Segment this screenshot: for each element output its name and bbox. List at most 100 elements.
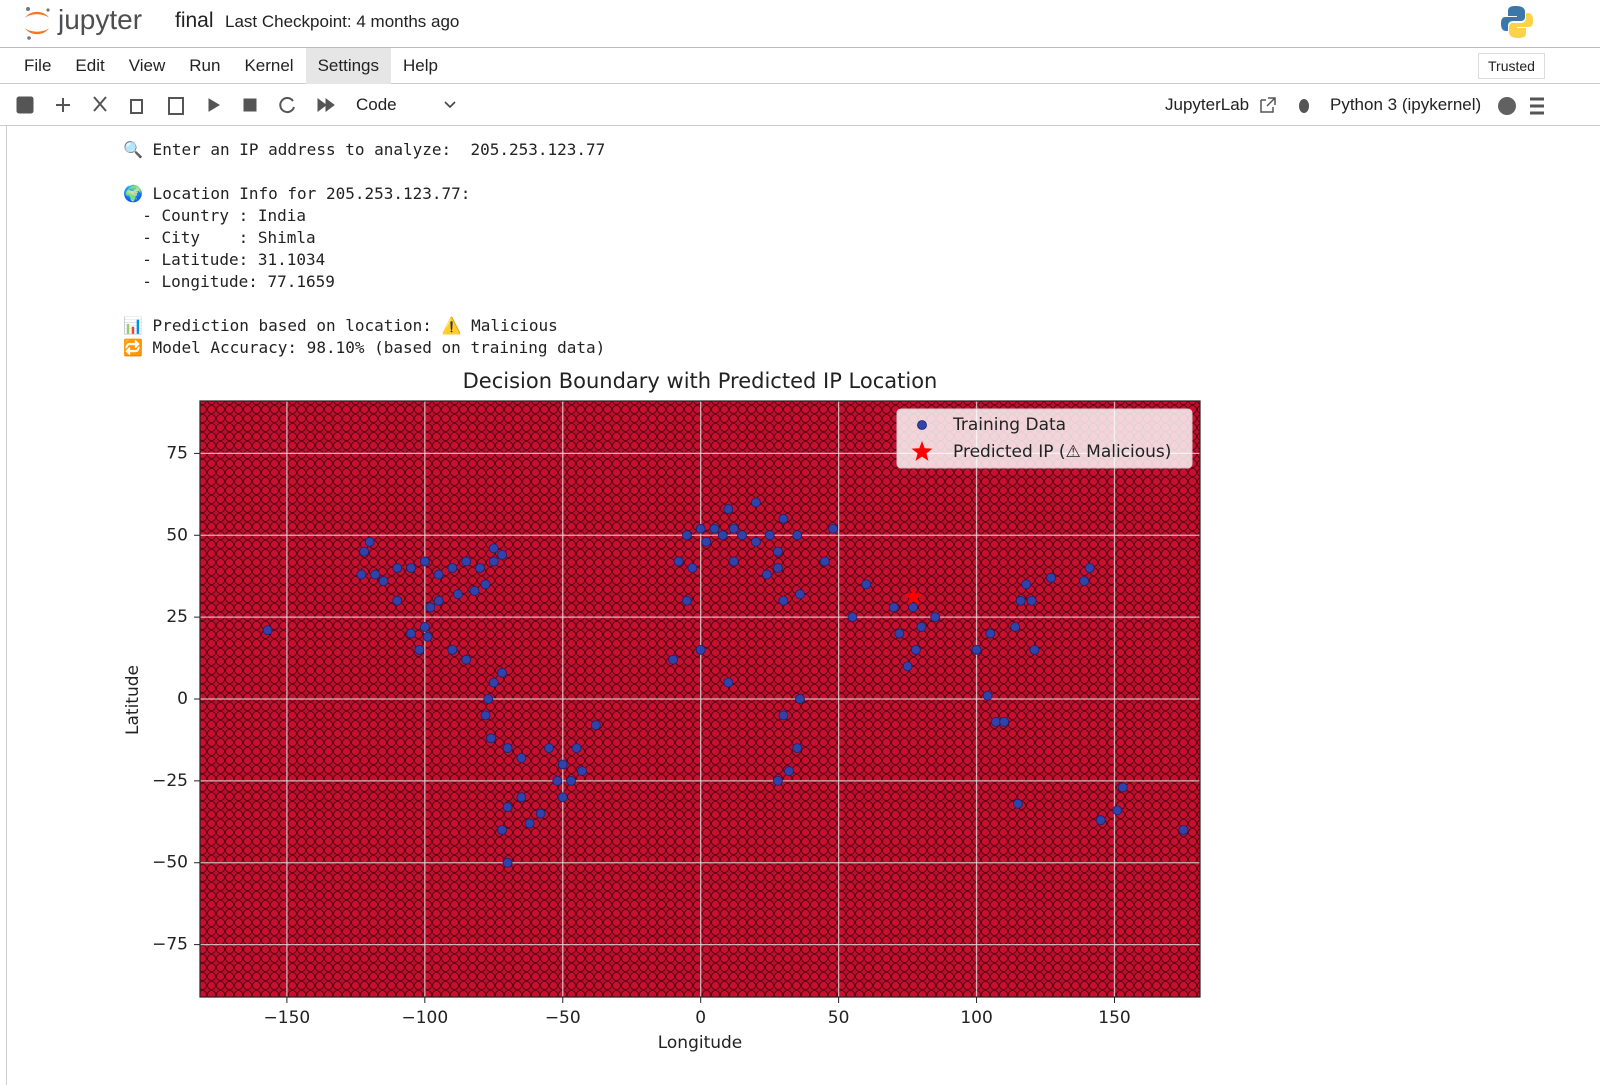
y-tick-label: 50 <box>166 525 188 545</box>
x-tick-label: 100 <box>960 1008 992 1028</box>
cut-icon[interactable] <box>93 96 107 112</box>
data-point <box>930 612 941 623</box>
data-point <box>681 530 692 541</box>
output-line: - Longitude: 77.1659 <box>123 272 335 291</box>
output-line: - Country : India <box>123 206 307 225</box>
save-icon[interactable] <box>16 96 34 114</box>
menu-item[interactable]: Kernel <box>244 55 294 75</box>
stop-icon[interactable] <box>243 98 257 112</box>
data-point <box>364 536 375 547</box>
python-logo <box>1501 6 1533 38</box>
data-point <box>419 556 430 567</box>
data-point <box>422 631 433 642</box>
data-point <box>795 694 805 704</box>
legend-marker <box>917 420 927 430</box>
cell-gutter <box>6 126 7 1085</box>
copy-icon[interactable] <box>130 99 143 114</box>
data-point <box>894 628 905 639</box>
run-all-icon[interactable] <box>317 98 335 112</box>
data-point <box>433 595 444 606</box>
paste-icon[interactable] <box>168 97 184 115</box>
data-point <box>406 628 416 639</box>
dropdown-arrow[interactable] <box>442 99 458 111</box>
data-point <box>516 792 527 803</box>
legend-box <box>896 408 1193 469</box>
data-point <box>480 579 491 590</box>
insert-icon[interactable] <box>56 98 70 112</box>
data-point <box>916 622 927 632</box>
run-icon[interactable] <box>208 98 220 112</box>
x-axis-label: Longitude <box>658 1033 743 1053</box>
menu-item[interactable]: File <box>24 55 52 75</box>
data-point <box>673 556 684 567</box>
data-point <box>778 513 789 524</box>
restart-icon[interactable] <box>279 97 295 114</box>
toolbar-icons <box>16 96 335 115</box>
data-point <box>1095 815 1106 826</box>
x-tick-label: −100 <box>401 1008 448 1028</box>
data-point <box>577 766 587 776</box>
data-point <box>792 743 803 754</box>
data-point <box>985 628 996 639</box>
data-point <box>1084 563 1095 573</box>
data-point <box>486 733 496 744</box>
kernel-status <box>1498 97 1544 115</box>
menu-item[interactable]: Edit <box>75 55 105 75</box>
data-point <box>717 530 728 541</box>
data-point <box>795 589 805 600</box>
data-point <box>888 602 899 613</box>
data-point <box>723 504 734 514</box>
menu-item[interactable]: Help <box>403 55 438 75</box>
data-point <box>571 743 582 754</box>
jupyterlab-link[interactable]: JupyterLab <box>1165 95 1250 114</box>
data-point <box>433 569 444 580</box>
data-point <box>406 563 416 573</box>
legend-label: Training Data <box>952 415 1066 435</box>
legend-marker <box>911 441 933 461</box>
data-point <box>502 802 513 812</box>
data-point <box>728 523 739 534</box>
menu-item[interactable]: Run <box>189 55 221 75</box>
output-line: 🔍 Enter an IP address to analyze: 205.25… <box>123 140 606 159</box>
data-point <box>1178 825 1189 835</box>
toolbar-right-icons <box>1260 97 1309 113</box>
data-point <box>483 694 494 704</box>
data-point <box>737 530 747 541</box>
data-point <box>497 825 507 835</box>
kernel-name[interactable]: Python 3 (ipykernel) <box>1330 95 1482 114</box>
data-point <box>497 667 507 678</box>
notebook-name[interactable]: final <box>175 9 214 32</box>
logo-text: jupyter <box>58 4 143 35</box>
x-tick-label: −150 <box>264 1008 311 1028</box>
output-line: 🔁 Model Accuracy: 98.10% (based on train… <box>123 338 606 357</box>
data-point <box>453 589 463 600</box>
output-line: 🌍 Location Info for 205.253.123.77: <box>123 184 471 203</box>
data-point <box>784 766 794 776</box>
data-point <box>695 644 706 655</box>
data-point <box>524 818 535 829</box>
data-point <box>1021 579 1032 590</box>
data-point <box>516 753 527 763</box>
y-tick-label: 75 <box>166 443 188 463</box>
cell-type[interactable]: Code <box>356 95 397 114</box>
menu-item[interactable]: Settings <box>305 47 392 84</box>
data-point <box>828 523 839 534</box>
data-point <box>750 536 761 547</box>
data-point <box>999 717 1010 727</box>
x-tick-label: −50 <box>545 1008 581 1028</box>
menu-item[interactable]: View <box>128 55 166 75</box>
trusted-indicator[interactable]: Trusted <box>1478 53 1545 79</box>
data-point <box>902 661 913 672</box>
data-point <box>908 602 919 613</box>
y-tick-label: −50 <box>152 853 188 873</box>
data-point <box>378 576 389 587</box>
data-point <box>1117 782 1128 793</box>
data-point <box>764 530 775 541</box>
chart: Decision Boundary with Predicted IP Loca… <box>123 369 1201 1053</box>
data-point <box>502 743 513 754</box>
data-point <box>419 622 430 632</box>
data-point <box>778 710 789 721</box>
data-point <box>761 569 772 580</box>
data-point <box>356 569 367 580</box>
